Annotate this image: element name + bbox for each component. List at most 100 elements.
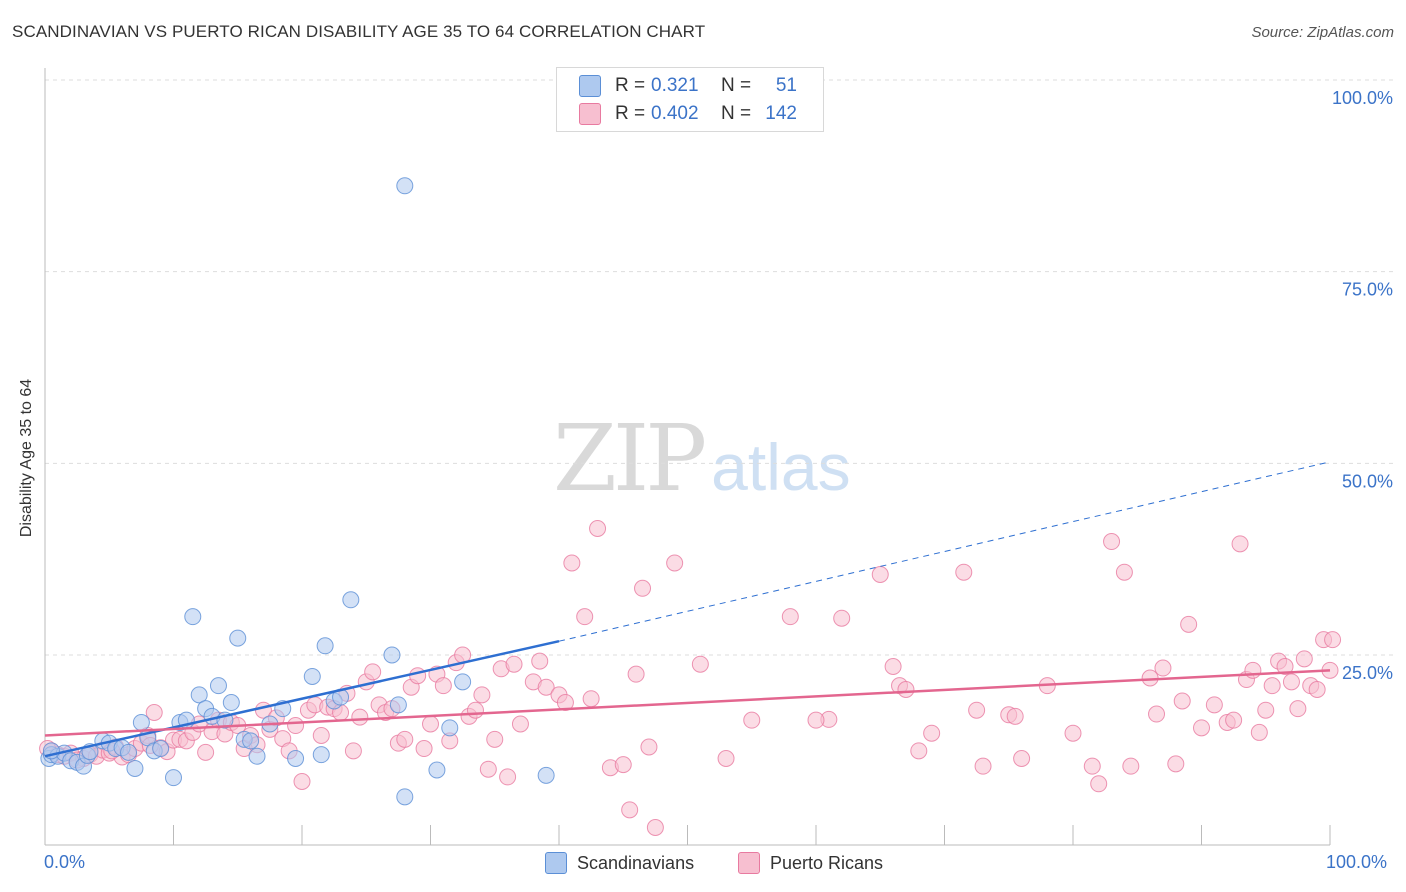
source-label: Source: ZipAtlas.com bbox=[1251, 24, 1394, 41]
puerto-rican-point bbox=[576, 608, 594, 626]
x-tick-label-max: 100.0% bbox=[1326, 852, 1388, 872]
legend-item-puerto-ricans[interactable]: Puerto Ricans bbox=[738, 852, 883, 874]
puerto-rican-point bbox=[627, 665, 645, 683]
puerto-rican-point bbox=[1115, 563, 1133, 581]
puerto-rican-point bbox=[396, 730, 414, 748]
scandinavian-point bbox=[396, 788, 414, 806]
puerto-rican-point bbox=[1308, 681, 1326, 698]
puerto-rican-point bbox=[1064, 724, 1082, 742]
scandinavian-point bbox=[126, 759, 144, 777]
puerto-rican-point bbox=[884, 658, 902, 675]
puerto-rican-point bbox=[974, 757, 992, 775]
puerto-rican-point bbox=[466, 701, 484, 719]
puerto-rican-point bbox=[781, 608, 799, 626]
puerto-rican-point bbox=[1173, 692, 1191, 710]
scandinavian-point bbox=[342, 591, 360, 609]
puerto-rican-point bbox=[556, 694, 574, 712]
puerto-rican-point bbox=[409, 667, 427, 685]
puerto-rican-point bbox=[646, 819, 664, 836]
legend-n-label: N = bbox=[721, 103, 752, 124]
puerto-rican-trend-line bbox=[44, 669, 1331, 737]
puerto-rican-point bbox=[145, 704, 163, 721]
scandinavian-point bbox=[229, 629, 247, 647]
puerto-rican-point bbox=[1006, 707, 1024, 725]
legend-n-value: 142 bbox=[765, 103, 797, 124]
scandinavian-point bbox=[209, 677, 227, 695]
scandinavian-point bbox=[132, 713, 150, 731]
scandinavian-point bbox=[303, 667, 321, 685]
y-tick-label: 50.0% bbox=[1342, 471, 1393, 491]
puerto-rican-point bbox=[923, 724, 941, 742]
scandinavian-point bbox=[287, 750, 305, 767]
swatch-puerto-ricans bbox=[738, 852, 760, 874]
puerto-rican-point bbox=[634, 579, 652, 597]
puerto-rican-point bbox=[1180, 615, 1198, 633]
scandinavian-point bbox=[537, 766, 555, 784]
puerto-rican-point bbox=[955, 563, 973, 581]
legend-row-puerto-ricans: R = 0.402 N = 142 bbox=[579, 102, 797, 126]
legend-label-puerto-ricans: Puerto Ricans bbox=[770, 852, 884, 873]
y-tick-label: 25.0% bbox=[1342, 663, 1393, 683]
puerto-rican-point bbox=[1013, 750, 1031, 767]
puerto-rican-point bbox=[1193, 719, 1210, 737]
scandinavian-point bbox=[165, 769, 182, 787]
stats-legend: R = 0.321 N = 51 R = 0.402 N = 142 bbox=[556, 67, 824, 132]
scandinavian-point bbox=[383, 646, 401, 664]
puerto-rican-point bbox=[197, 743, 215, 761]
puerto-rican-point bbox=[293, 773, 311, 790]
puerto-rican-point bbox=[364, 663, 382, 681]
scandinavian-point bbox=[441, 719, 459, 737]
scandinavian-point bbox=[396, 177, 414, 195]
puerto-rican-point bbox=[1225, 711, 1243, 729]
scandinavian-trend-extension bbox=[558, 461, 1331, 642]
puerto-rican-point bbox=[1276, 658, 1294, 675]
puerto-rican-point bbox=[1205, 696, 1223, 714]
puerto-rican-point bbox=[807, 711, 825, 729]
puerto-rican-point bbox=[1257, 701, 1275, 719]
puerto-rican-point bbox=[1250, 723, 1268, 741]
series-legend: Scandinavians Puerto Ricans bbox=[0, 852, 1406, 876]
legend-item-scandinavians[interactable]: Scandinavians bbox=[545, 852, 694, 874]
legend-row-scandinavians: R = 0.321 N = 51 bbox=[579, 74, 797, 98]
legend-swatch-puerto-ricans bbox=[579, 103, 601, 125]
puerto-rican-point bbox=[499, 768, 517, 786]
puerto-rican-point bbox=[531, 652, 549, 670]
scandinavian-point bbox=[120, 743, 138, 761]
scandinavian-point bbox=[248, 747, 266, 765]
puerto-rican-point bbox=[621, 801, 639, 819]
puerto-rican-point bbox=[434, 677, 452, 695]
scandinavian-point bbox=[222, 694, 240, 712]
puerto-rican-point bbox=[640, 738, 658, 756]
legend-swatch-scandinavians bbox=[579, 75, 601, 97]
chart-title: SCANDINAVIAN VS PUERTO RICAN DISABILITY … bbox=[12, 22, 706, 41]
puerto-rican-point bbox=[1090, 775, 1108, 793]
puerto-rican-point bbox=[479, 760, 497, 778]
puerto-rican-point bbox=[1231, 535, 1249, 553]
puerto-rican-point bbox=[1289, 700, 1307, 718]
legend-r-value: 0.402 bbox=[651, 103, 699, 124]
puerto-rican-point bbox=[717, 750, 735, 767]
puerto-rican-point bbox=[505, 655, 523, 673]
scandinavian-point bbox=[389, 696, 407, 714]
puerto-rican-point bbox=[1282, 673, 1300, 691]
trend-lines bbox=[44, 461, 1331, 758]
swatch-scandinavians bbox=[545, 852, 567, 874]
puerto-rican-point bbox=[1263, 677, 1281, 695]
puerto-rican-point bbox=[422, 715, 439, 733]
puerto-rican-point bbox=[968, 701, 986, 719]
puerto-rican-point bbox=[312, 727, 330, 744]
puerto-rican-point bbox=[1103, 533, 1121, 551]
legend-r-label: R = bbox=[615, 75, 646, 96]
puerto-rican-point bbox=[582, 690, 600, 708]
puerto-rican-point bbox=[1244, 661, 1262, 679]
puerto-rican-point bbox=[589, 520, 607, 537]
legend-r-label: R = bbox=[615, 103, 646, 124]
y-tick-labels: 25.0% 50.0% 75.0% 100.0% bbox=[1332, 88, 1393, 683]
puerto-rican-point bbox=[1167, 755, 1185, 773]
puerto-rican-point bbox=[666, 554, 684, 572]
gridlines bbox=[45, 79, 1395, 656]
watermark-atlas: atlas bbox=[711, 430, 851, 504]
puerto-rican-point bbox=[351, 708, 369, 726]
y-tick-label: 100.0% bbox=[1332, 88, 1393, 108]
